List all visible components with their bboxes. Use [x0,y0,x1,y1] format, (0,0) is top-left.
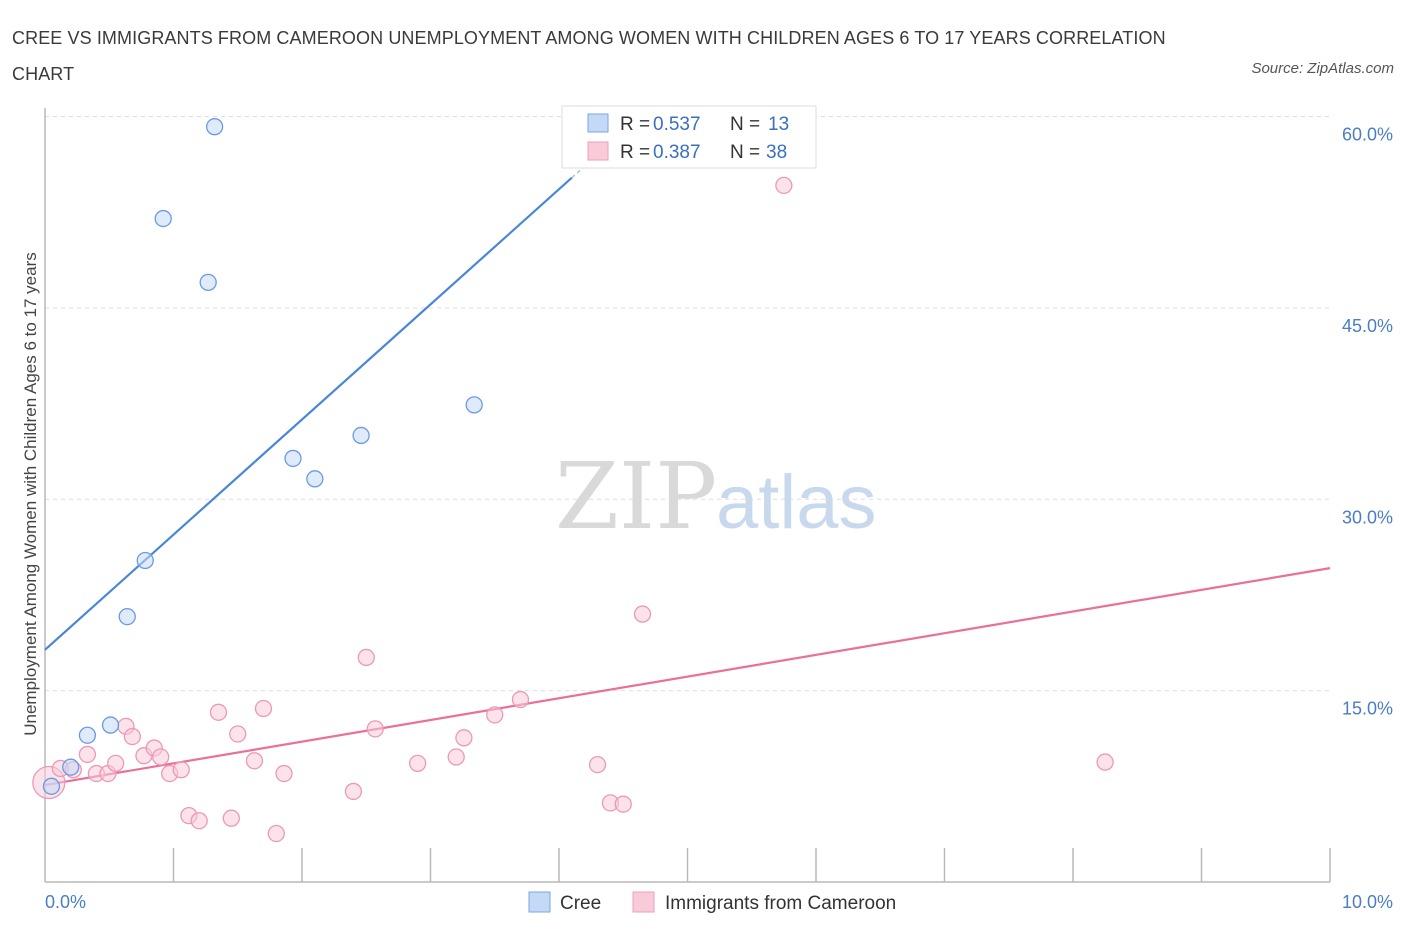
legend-n-label-cree: N = [730,114,760,135]
data-point-cree [205,118,224,136]
gridlines [45,116,1330,692]
data-point-cameroon [229,725,247,743]
watermark: ZIP atlas [555,443,877,550]
data-point-cree [62,758,80,776]
data-point-cree [199,273,217,292]
y-axis-label: Unemployment Among Women with Children A… [21,252,40,736]
y-tick-label: 15.0% [1342,699,1393,719]
y-tick-labels: 15.0% 30.0% 45.0% 60.0% [1342,125,1393,719]
legend-r-value-cameroon: 0.387 [653,142,701,163]
data-point-cameroon [151,748,170,766]
legend-swatch-cameroon [587,141,609,161]
data-point-cameroon [222,809,240,827]
watermark-zip: ZIP [555,443,717,550]
data-point-cameroon [447,748,465,766]
data-point-cameroon [267,824,285,843]
data-point-cameroon [511,690,530,709]
data-point-cree [284,449,302,468]
data-point-cameroon [1096,753,1114,771]
data-point-cree [352,426,370,445]
data-point-cameroon [775,176,793,195]
data-point-cameroon [209,703,228,721]
trendline-cameroon [44,567,1331,787]
data-point-cameroon [78,745,97,764]
bottom-legend: Cree Immigrants from Cameroon [528,891,896,914]
x-ticks [172,848,1331,882]
legend-n-label-cameroon: N = [730,142,760,163]
data-point-cameroon [344,782,363,801]
watermark-atlas: atlas [716,460,877,545]
x-tick-label-max: 10.0% [1342,892,1393,912]
data-point-cree [136,551,154,570]
y-tick-label: 60.0% [1342,125,1393,145]
source-credit: Source: ZipAtlas.com [1251,60,1394,77]
x-tick-label-min: 0.0% [45,892,86,912]
data-point-cree [306,470,324,488]
data-point-cameroon [366,720,384,738]
legend-swatch-cree [587,113,609,133]
data-point-cameroon [588,755,607,774]
legend: R = 0.537 N = 13 R = 0.387 N = 38 [561,105,817,169]
data-point-cameroon [245,752,264,770]
data-point-cameroon [172,761,190,779]
bottom-legend-swatch-cameroon [632,891,655,913]
data-point-cameroon [633,605,652,623]
legend-r-label-cameroon: R = [620,142,650,163]
legend-n-value-cree: 13 [768,114,789,135]
data-point-cameroon [408,754,427,772]
trendline-cree [44,176,573,651]
data-point-cameroon [107,754,125,772]
bottom-legend-label-cree: Cree [560,893,601,914]
data-point-cree [101,716,120,734]
data-point-cree [465,396,483,414]
chart-title: CREE VS IMMIGRANTS FROM CAMEROON UNEMPLO… [12,28,1166,84]
y-tick-label: 30.0% [1342,507,1393,527]
data-point-cree [118,607,136,626]
data-point-cameroon [123,727,142,746]
bottom-legend-label-cameroon: Immigrants from Cameroon [665,893,896,914]
legend-r-label-cree: R = [620,114,650,135]
data-point-cameroon [455,729,473,747]
bottom-legend-swatch-cree [528,891,551,913]
data-point-cree [42,777,61,795]
data-point-cameroon [275,764,293,783]
data-point-cameroon [190,812,208,830]
legend-r-value-cree: 0.537 [653,114,701,135]
data-point-cree [78,726,97,744]
data-point-cameroon [357,648,375,667]
data-point-cameroon [486,706,504,724]
data-points [32,118,1114,843]
data-point-cameroon [614,795,632,813]
data-point-cameroon [254,699,273,718]
y-tick-label: 45.0% [1342,316,1393,336]
data-point-cree [154,209,172,228]
legend-n-value-cameroon: 38 [766,142,787,163]
